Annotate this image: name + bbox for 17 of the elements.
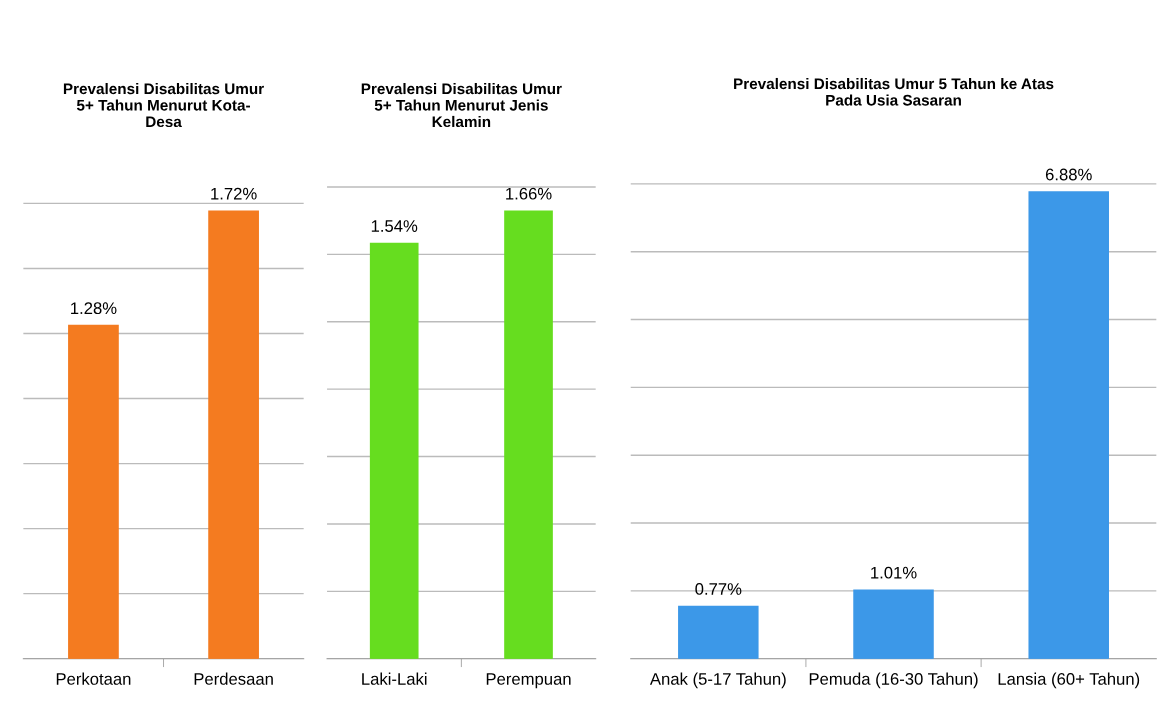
x-tick-label: Lansia (60+ Tahun) <box>998 672 1140 689</box>
data-label: 1.66% <box>506 187 552 200</box>
x-tick-label: Pemuda (16-30 Tahun) <box>809 672 978 689</box>
data-label: 6.88% <box>1045 168 1092 181</box>
chart-title: Prevalensi Disabilitas Umur 5 Tahun ke Atas Pada Usia Sasaran <box>734 77 1054 106</box>
x-tick-label: Laki-Laki <box>362 672 427 685</box>
x-tick-label: Perempuan <box>486 673 571 689</box>
x-tick-label: Anak (5-17 Tahun) <box>649 672 786 689</box>
data-label: 1.72% <box>211 187 257 200</box>
chart-title: Prevalensi Disabilitas Umur 5+ Tahun Menurut Jenis Kelamin <box>361 82 562 128</box>
data-label: 1.54% <box>371 220 418 232</box>
x-tick-label: Perdesaan <box>194 672 273 685</box>
data-label: 0.77% <box>695 583 742 595</box>
data-label: 1.01% <box>871 566 917 579</box>
chart-title: Prevalensi Disabilitas Umur 5+ Tahun Menurut Kota- Desa <box>63 82 264 128</box>
x-tick-label: Perkotaan <box>56 672 131 685</box>
data-label: 1.28% <box>71 302 117 315</box>
